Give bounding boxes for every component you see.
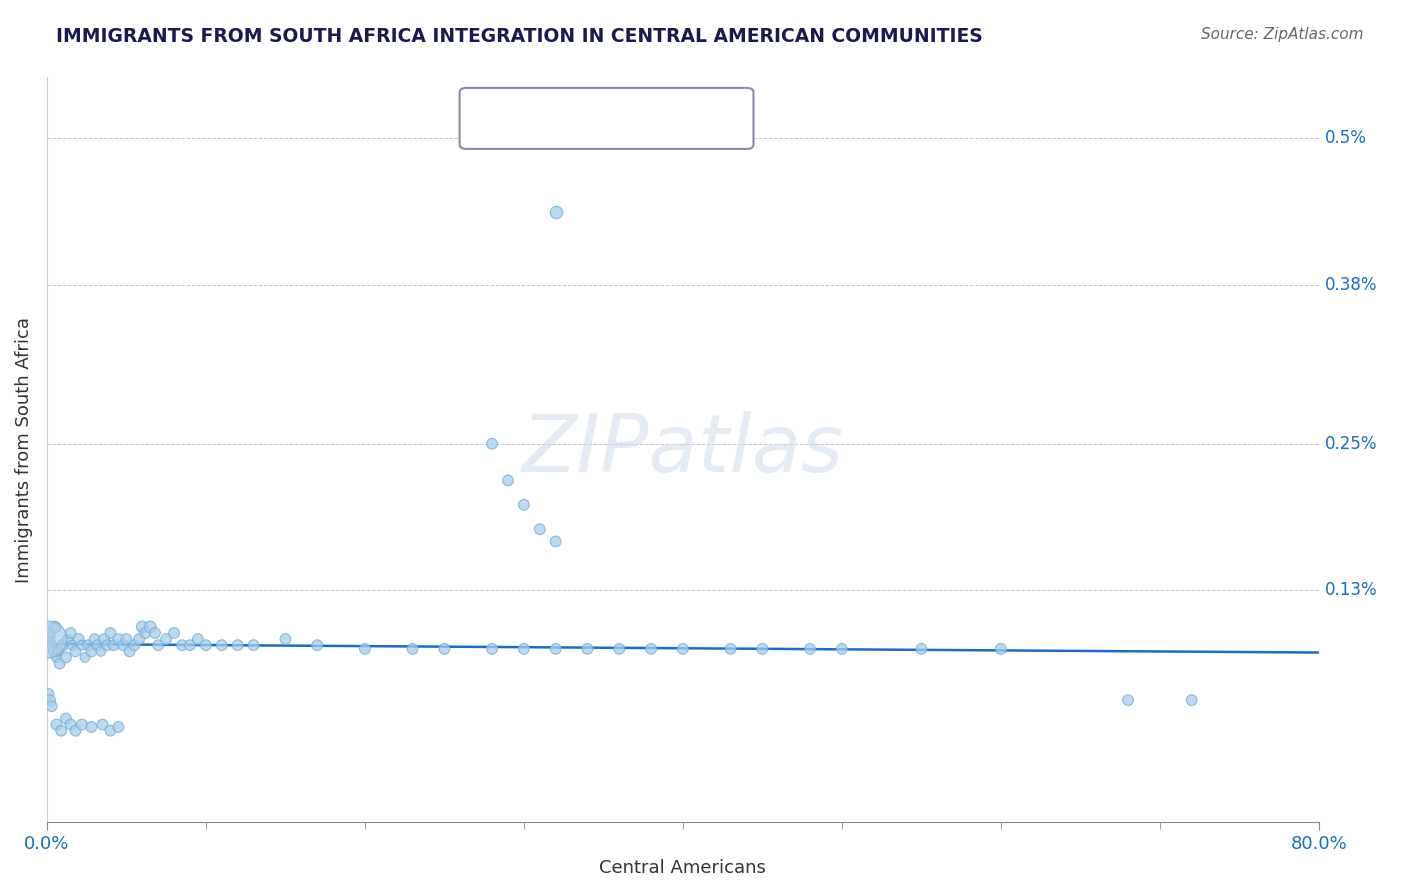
Point	[96, 638, 118, 652]
Point	[59, 717, 82, 731]
Point	[131, 620, 153, 634]
Point	[115, 632, 138, 646]
Text: 0.13%: 0.13%	[1326, 582, 1378, 599]
Point	[672, 641, 695, 656]
Point	[83, 632, 105, 646]
Text: N =: N =	[628, 109, 675, 128]
Point	[134, 626, 156, 640]
Point	[55, 650, 77, 665]
Point	[1181, 693, 1204, 707]
Point	[720, 641, 742, 656]
Point	[226, 638, 249, 652]
Point	[242, 638, 264, 652]
Point	[274, 632, 297, 646]
Point	[481, 641, 503, 656]
Text: 0.38%: 0.38%	[1326, 276, 1378, 294]
Point	[187, 632, 209, 646]
Point	[39, 693, 62, 707]
Point	[70, 638, 93, 652]
Point	[128, 632, 150, 646]
Y-axis label: Immigrants from South Africa: Immigrants from South Africa	[15, 317, 32, 582]
Point	[107, 720, 129, 734]
Point	[70, 717, 93, 731]
Point	[91, 717, 114, 731]
Point	[139, 620, 162, 634]
Point	[44, 620, 66, 634]
Point	[433, 641, 456, 656]
Text: -0.008: -0.008	[548, 109, 623, 128]
Point	[45, 650, 67, 665]
Point	[401, 641, 423, 656]
Point	[48, 657, 70, 671]
Point	[1116, 693, 1139, 707]
X-axis label: Central Americans: Central Americans	[599, 859, 766, 877]
Point	[529, 522, 551, 536]
Point	[80, 644, 103, 658]
Point	[52, 638, 75, 652]
Point	[37, 687, 59, 701]
Point	[544, 641, 567, 656]
Point	[211, 638, 233, 652]
Point	[37, 632, 59, 646]
Text: ZIPatlas: ZIPatlas	[522, 411, 844, 489]
Point	[67, 632, 90, 646]
Text: 64: 64	[675, 109, 704, 128]
Point	[56, 632, 79, 646]
Point	[544, 534, 567, 549]
Point	[112, 638, 135, 652]
Point	[751, 641, 773, 656]
Point	[80, 720, 103, 734]
Point	[65, 723, 87, 738]
Point	[990, 641, 1012, 656]
Point	[910, 641, 932, 656]
Point	[60, 638, 83, 652]
Point	[46, 644, 69, 658]
Point	[544, 204, 567, 219]
Point	[59, 626, 82, 640]
Point	[576, 641, 599, 656]
Point	[41, 699, 63, 714]
Point	[496, 474, 519, 488]
Point	[39, 626, 62, 640]
Point	[55, 711, 77, 725]
Point	[513, 498, 536, 512]
Point	[90, 644, 112, 658]
Point	[307, 638, 329, 652]
Point	[124, 638, 146, 652]
Point	[42, 644, 65, 658]
Point	[143, 626, 166, 640]
Text: IMMIGRANTS FROM SOUTH AFRICA INTEGRATION IN CENTRAL AMERICAN COMMUNITIES: IMMIGRANTS FROM SOUTH AFRICA INTEGRATION…	[56, 27, 983, 45]
Point	[77, 638, 100, 652]
Text: 0.25%: 0.25%	[1326, 434, 1378, 453]
Point	[607, 641, 630, 656]
Point	[73, 650, 96, 665]
Point	[37, 632, 59, 646]
Point	[87, 638, 110, 652]
Point	[51, 723, 73, 738]
Text: 0.5%: 0.5%	[1326, 129, 1367, 147]
Point	[103, 638, 125, 652]
Point	[107, 632, 129, 646]
Point	[100, 723, 122, 738]
Text: R =: R =	[478, 109, 523, 128]
Point	[65, 644, 87, 658]
Point	[170, 638, 193, 652]
Point	[640, 641, 662, 656]
Point	[148, 638, 170, 652]
Text: Source: ZipAtlas.com: Source: ZipAtlas.com	[1201, 27, 1364, 42]
Point	[41, 638, 63, 652]
Point	[799, 641, 821, 656]
Point	[163, 626, 186, 640]
Point	[194, 638, 217, 652]
Point	[481, 436, 503, 450]
Point	[100, 626, 122, 640]
Point	[118, 644, 141, 658]
Point	[831, 641, 853, 656]
Point	[155, 632, 177, 646]
Point	[513, 641, 536, 656]
Point	[45, 717, 67, 731]
Point	[354, 641, 377, 656]
Point	[179, 638, 201, 652]
Point	[93, 632, 115, 646]
